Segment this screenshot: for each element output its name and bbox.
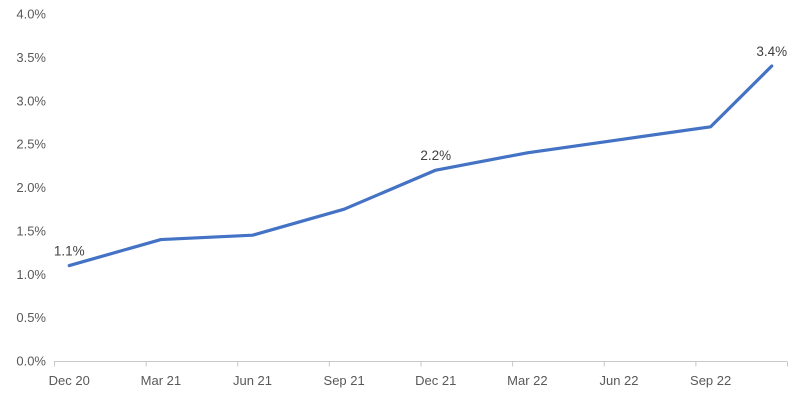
y-axis-tick-label: 3.5% [16, 50, 46, 65]
data-label: 3.4% [756, 44, 787, 59]
y-axis-tick-label: 1.0% [16, 267, 46, 282]
series-line [67, 64, 774, 268]
y-axis-tick-label: 0.5% [16, 310, 46, 325]
x-axis-tick-label: Dec 21 [415, 373, 456, 388]
y-axis-tick-label: 1.5% [16, 223, 46, 238]
y-axis-tick-label: 3.0% [16, 93, 46, 108]
x-axis-tick-label: Sep 21 [324, 373, 365, 388]
y-axis-tick-label: 2.5% [16, 137, 46, 152]
y-axis-tick-label: 0.0% [16, 354, 46, 369]
data-label: 2.2% [420, 148, 451, 163]
x-axis-tick-label: Dec 20 [49, 373, 90, 388]
y-axis-tick-label: 4.0% [16, 7, 46, 22]
x-axis-tick-label: Sep 22 [690, 373, 731, 388]
x-axis-tick-label: Jun 21 [233, 373, 272, 388]
x-axis-tick-label: Mar 21 [141, 373, 181, 388]
x-axis-tick-label: Mar 22 [507, 373, 547, 388]
data-label: 1.1% [54, 244, 85, 259]
y-axis-tick-label: 2.0% [16, 180, 46, 195]
x-axis-tick-label: Jun 22 [599, 373, 638, 388]
